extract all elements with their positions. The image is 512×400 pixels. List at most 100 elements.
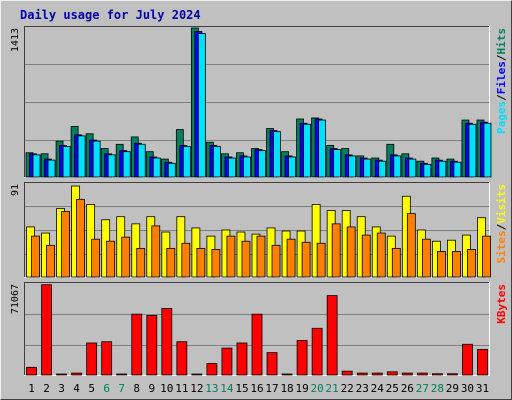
bar-pages-day-26	[408, 158, 417, 178]
day-label-25: 25	[386, 382, 399, 395]
bar-sites-day-18	[286, 238, 296, 278]
bar-kbytes-day-12	[191, 373, 203, 376]
bar-sites-day-22	[346, 226, 356, 278]
bar-sites-day-26	[406, 213, 416, 278]
bar-kbytes-day-13	[206, 363, 218, 376]
day-label-14: 14	[220, 382, 234, 395]
bar-kbytes-day-3	[56, 373, 67, 376]
day-label-12: 12	[190, 382, 203, 395]
bar-sites-day-19	[301, 241, 311, 278]
bar-pages-day-17	[273, 131, 281, 178]
bar-sites-day-3	[61, 211, 70, 278]
bar-pages-day-5	[92, 140, 101, 178]
bar-pages-day-8	[137, 143, 146, 178]
day-label-7: 7	[118, 382, 125, 395]
legend-visits: Visits	[495, 184, 508, 224]
bar-kbytes-day-23	[356, 372, 368, 376]
panel-2-legend: Sites/Visits	[495, 184, 508, 264]
bar-pages-day-4	[77, 135, 86, 178]
bar-pages-day-2	[47, 159, 56, 178]
bar-kbytes-day-9	[146, 315, 158, 376]
day-label-21: 21	[326, 382, 339, 395]
bar-kbytes-day-19	[296, 340, 308, 376]
legend-separator: /	[495, 223, 508, 230]
day-label-8: 8	[133, 382, 140, 395]
day-label-5: 5	[88, 382, 95, 395]
bar-kbytes-day-31	[477, 348, 488, 376]
bar-sites-day-1	[31, 235, 40, 278]
day-label-16: 16	[250, 382, 263, 395]
bars-layer	[25, 27, 492, 376]
day-label-2: 2	[43, 382, 50, 395]
bar-kbytes-day-15	[236, 342, 248, 376]
bar-sites-day-9	[151, 225, 161, 278]
bar-kbytes-day-2	[41, 284, 52, 376]
bar-kbytes-day-27	[416, 372, 428, 376]
bar-kbytes-day-11	[176, 341, 188, 376]
bar-kbytes-day-26	[401, 372, 413, 376]
bar-kbytes-day-18	[281, 373, 293, 376]
bar-sites-day-15	[241, 240, 251, 278]
bar-sites-day-30	[467, 249, 476, 278]
bar-pages-day-11	[182, 146, 191, 178]
bar-kbytes-day-20	[311, 327, 323, 376]
bar-kbytes-day-16	[251, 313, 263, 376]
bar-sites-day-17	[271, 244, 281, 278]
bar-pages-day-31	[483, 122, 492, 178]
bar-sites-day-23	[361, 234, 371, 278]
day-label-3: 3	[58, 382, 65, 395]
day-label-23: 23	[356, 382, 369, 395]
bar-kbytes-day-8	[131, 313, 143, 376]
legend-pages: Pages	[495, 101, 508, 134]
day-label-15: 15	[235, 382, 248, 395]
bar-sites-day-20	[316, 242, 326, 278]
bar-sites-day-10	[166, 247, 176, 278]
bar-pages-day-30	[468, 123, 477, 178]
bar-pages-day-21	[333, 149, 342, 178]
bar-pages-day-12	[197, 33, 206, 178]
bar-sites-day-5	[91, 238, 101, 278]
legend-kbytes: KBytes	[495, 284, 508, 324]
bar-pages-day-16	[258, 150, 266, 178]
bar-sites-day-13	[211, 249, 221, 278]
bar-sites-day-21	[331, 223, 341, 278]
day-label-30: 30	[461, 382, 474, 395]
bar-sites-day-14	[226, 235, 236, 278]
bar-visits-day-20	[311, 204, 321, 278]
bar-kbytes-day-5	[86, 342, 98, 376]
panel-1-y-max-label: 1413	[10, 28, 21, 52]
legend-files: Files	[495, 61, 508, 94]
bar-sites-day-25	[391, 247, 401, 278]
bar-sites-day-16	[256, 235, 266, 278]
panel-3-y-max-label: 71067	[10, 284, 21, 314]
legend-sites: Sites	[495, 230, 508, 263]
bar-sites-day-7	[121, 236, 131, 278]
bar-kbytes-day-7	[116, 373, 128, 376]
bar-pages-day-23	[363, 158, 372, 178]
bar-pages-day-29	[453, 161, 462, 178]
bar-kbytes-day-14	[221, 347, 233, 376]
bar-pages-day-10	[167, 162, 176, 178]
day-label-29: 29	[446, 382, 459, 395]
day-label-22: 22	[341, 382, 354, 395]
day-label-11: 11	[175, 382, 188, 395]
bar-kbytes-day-25	[386, 371, 398, 376]
bar-kbytes-day-28	[431, 373, 443, 376]
bar-kbytes-day-24	[371, 372, 383, 376]
day-label-4: 4	[73, 382, 80, 395]
panel-2-y-max-label: 91	[10, 184, 21, 196]
bar-kbytes-day-4	[71, 372, 83, 376]
bar-sites-day-8	[136, 247, 146, 278]
bar-sites-day-4	[76, 198, 86, 278]
bar-kbytes-day-6	[101, 341, 113, 376]
bar-pages-day-18	[288, 156, 296, 178]
bar-pages-day-19	[303, 123, 311, 178]
legend-separator: /	[495, 54, 508, 61]
day-label-28: 28	[431, 382, 444, 395]
bar-sites-day-27	[421, 238, 431, 278]
bar-pages-day-24	[378, 160, 387, 178]
bar-kbytes-day-21	[326, 295, 338, 376]
panel-1-legend: Pages/Files/Hits	[495, 28, 508, 134]
day-label-26: 26	[401, 382, 414, 395]
